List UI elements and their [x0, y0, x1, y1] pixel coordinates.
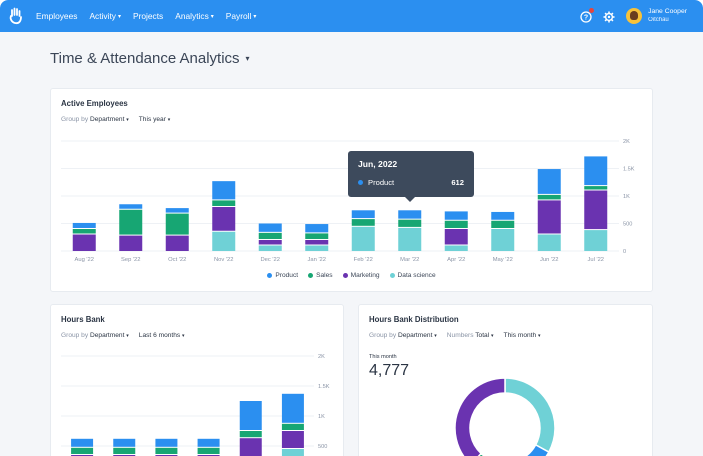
filters: Group by Department ▾ This year ▾: [61, 116, 170, 123]
filter-value: Department: [397, 332, 433, 339]
card-title: Hours Bank: [61, 315, 105, 324]
legend-label: Data science: [397, 272, 436, 279]
avatar[interactable]: [626, 8, 643, 24]
chevron-down-icon: ▾: [491, 333, 494, 339]
legend-dot: [342, 273, 348, 278]
nav-analytics[interactable]: Analytics ▾: [175, 11, 214, 21]
nav-label: Employees: [36, 11, 78, 21]
nav-label: Projects: [132, 11, 164, 21]
nav-label: Payroll: [225, 11, 252, 21]
legend-dot: [389, 273, 395, 278]
filter-value: Total: [475, 332, 490, 339]
total-value: 4,777: [369, 362, 410, 379]
tooltip-value: 612: [451, 178, 464, 187]
period-filter[interactable]: This year ▾: [139, 116, 170, 123]
legend-item-data-science[interactable]: Data science: [389, 272, 436, 279]
page-title: Time & Attendance Analytics: [50, 50, 240, 67]
top-right-actions: ? Jane Cooper Oitchau: [580, 0, 703, 32]
chevron-down-icon: ▾: [167, 117, 171, 123]
legend-label: Product: [275, 272, 299, 279]
legend-dot: [267, 273, 273, 278]
filter-label: Group by: [369, 332, 397, 339]
gear-icon[interactable]: [603, 10, 615, 23]
tooltip-series: Product: [368, 178, 395, 187]
legend-item-marketing[interactable]: Marketing: [342, 272, 380, 279]
nav-payroll[interactable]: Payroll ▾: [226, 11, 257, 21]
tooltip-row: Product 612: [358, 178, 464, 187]
filter-label: Group by: [61, 332, 89, 339]
page-title-dropdown[interactable]: Time & Attendance Analytics ▾: [50, 50, 250, 67]
filter-value: Last 6 months: [138, 332, 181, 339]
chevron-down-icon: ▾: [126, 117, 129, 123]
filter-value: Department: [89, 332, 125, 339]
legend-label: Sales: [316, 272, 333, 279]
group-by-filter[interactable]: Group by Department ▾: [61, 116, 129, 123]
filters: Group by Department ▾ Last 6 months ▾: [61, 332, 185, 339]
filters: Group by Department ▾ Numbers Total ▾ Th…: [369, 332, 541, 339]
chevron-down-icon: ▾: [126, 333, 129, 339]
user-menu[interactable]: Jane Cooper Oitchau: [648, 8, 687, 24]
period-filter[interactable]: Last 6 months ▾: [139, 332, 185, 339]
chevron-down-icon: ▾: [245, 54, 250, 63]
user-name: Jane Cooper: [648, 8, 687, 15]
tooltip-dot: [358, 180, 363, 185]
main-nav: Employees Activity ▾ Projects Analytics ▾ …: [36, 0, 256, 32]
top-navigation-bar: Employees Activity ▾ Projects Analytics ▾ …: [0, 0, 703, 32]
tooltip-title: Jun, 2022: [358, 159, 398, 169]
filter-value: This month: [503, 332, 537, 339]
numbers-filter[interactable]: Numbers Total ▾: [447, 332, 494, 339]
hand-logo-icon[interactable]: [8, 7, 24, 25]
chevron-down-icon: ▾: [117, 13, 121, 20]
help-icon[interactable]: ?: [580, 8, 595, 23]
avatar-face: [630, 11, 639, 20]
svg-text:?: ?: [584, 15, 588, 22]
card-title: Active Employees: [61, 99, 128, 108]
chevron-down-icon: ▾: [538, 333, 541, 339]
nav-projects[interactable]: Projects: [133, 11, 163, 21]
group-by-filter[interactable]: Group by Department ▾: [61, 332, 129, 339]
group-by-filter[interactable]: Group by Department ▾: [369, 332, 437, 339]
hours-bank-card: Hours Bank Group by Department ▾ Last 6 …: [50, 304, 344, 456]
nav-label: Analytics: [175, 11, 209, 21]
nav-activity[interactable]: Activity ▾: [89, 11, 121, 21]
nav-employees[interactable]: Employees: [36, 11, 77, 21]
filter-value: This year: [138, 116, 166, 123]
chevron-down-icon: ▾: [253, 13, 257, 20]
chart-legend: Product Sales Marketing Data science: [51, 272, 652, 279]
legend-dot: [308, 273, 314, 278]
period-label: This month: [369, 354, 397, 360]
hours-bank-distribution-card: Hours Bank Distribution Group by Departm…: [358, 304, 653, 456]
filter-value: Department: [89, 116, 125, 123]
chart-tooltip: Jun, 2022 Product 612: [348, 151, 474, 202]
card-title: Hours Bank Distribution: [369, 315, 459, 324]
notification-dot: [589, 8, 595, 13]
chevron-down-icon: ▾: [182, 333, 185, 339]
legend-label: Marketing: [350, 272, 380, 279]
legend-item-product[interactable]: Product: [267, 272, 298, 279]
user-company: Oitchau: [648, 17, 669, 23]
chevron-down-icon: ▾: [210, 13, 214, 20]
chevron-down-icon: ▾: [434, 333, 437, 339]
nav-label: Activity: [89, 11, 116, 21]
legend-item-sales[interactable]: Sales: [308, 272, 333, 279]
tooltip-arrow: [405, 197, 415, 202]
filter-label: Numbers: [446, 332, 474, 339]
filter-label: Group by: [61, 116, 89, 123]
period-filter[interactable]: This month ▾: [504, 332, 541, 339]
